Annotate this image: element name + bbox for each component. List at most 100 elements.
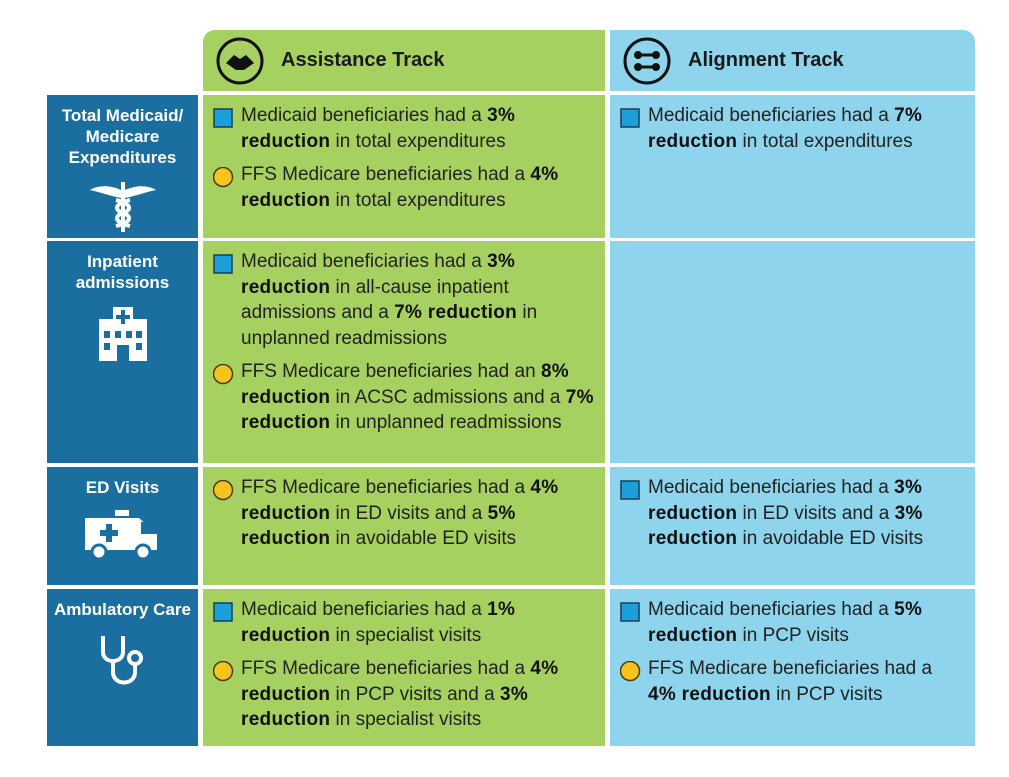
square-marker — [213, 254, 233, 274]
row-label-text: Inpatient admissions — [75, 252, 170, 292]
assistance-cell: Medicaid beneficiaries had a 1% reductio… — [203, 589, 605, 746]
finding-text: Medicaid beneficiaries had a — [648, 477, 895, 498]
circle-marker — [213, 364, 234, 385]
row-label: Inpatient admissions — [47, 241, 198, 463]
finding-text: Medicaid beneficiaries had a — [241, 251, 488, 272]
marker — [213, 602, 233, 622]
marker — [213, 254, 233, 274]
marker — [213, 480, 234, 501]
alignment-cell: Medicaid beneficiaries had a 3% reductio… — [610, 467, 975, 585]
finding: Medicaid beneficiaries had a 5% reductio… — [618, 597, 965, 648]
finding: Medicaid beneficiaries had a 3% reductio… — [211, 103, 595, 154]
finding-highlight: 3% reduction — [241, 105, 516, 152]
finding-text: FFS Medicare beneficiaries had a — [241, 164, 531, 185]
finding-text: in total expenditures — [330, 189, 506, 211]
square-marker — [620, 602, 640, 622]
finding-text: Medicaid beneficiaries had a — [648, 599, 895, 620]
finding-text: in specialist visits — [330, 624, 482, 646]
finding-text: FFS Medicare beneficiaries had a — [241, 477, 531, 498]
square-marker — [620, 108, 640, 128]
finding-highlight: 1% reduction — [241, 599, 516, 646]
finding: FFS Medicare beneficiaries had a 4% redu… — [211, 656, 595, 733]
finding-highlight: 3% reduction — [241, 683, 529, 731]
row-label: ED Visits — [47, 467, 198, 585]
marker — [620, 480, 640, 500]
finding-text: in PCP visits — [770, 683, 883, 705]
square-marker — [213, 602, 233, 622]
finding-text: in total expenditures — [330, 130, 506, 152]
finding-text: in ED visits and a — [737, 502, 895, 524]
finding: FFS Medicare beneficiaries had a 4% redu… — [211, 162, 595, 213]
assistance-title: Assistance Track — [281, 49, 445, 71]
finding-highlight: 3% reduction — [241, 251, 516, 298]
finding-text: Medicaid beneficiaries had a — [241, 599, 488, 620]
finding-text: in total expenditures — [737, 130, 913, 152]
finding-highlight: 7% reduction — [241, 386, 594, 434]
marker — [620, 602, 640, 622]
finding-text: in all-cause inpatient admissions and a — [241, 276, 509, 324]
alignment-title: Alignment Track — [688, 49, 844, 71]
finding-highlight: 5% reduction — [241, 502, 516, 550]
finding-text: in avoidable ED visits — [330, 528, 517, 549]
circle-marker — [620, 661, 641, 682]
assistance-cell: Medicaid beneficiaries had a 3% reductio… — [203, 241, 605, 463]
row-label-text: Ambulatory Care — [54, 600, 191, 619]
alignment-cell — [610, 241, 975, 463]
marker — [620, 108, 640, 128]
handshake-icon — [216, 37, 264, 84]
marker — [213, 167, 234, 188]
finding-highlight: 7% reduction — [394, 302, 518, 323]
finding-highlight: 3% reduction — [648, 502, 923, 550]
finding-highlight: 8% reduction — [241, 361, 569, 408]
finding: Medicaid beneficiaries had a 3% reductio… — [211, 249, 595, 351]
finding-text: Medicaid beneficiaries had a — [241, 105, 488, 126]
square-marker — [213, 108, 233, 128]
row-label: Total Medicaid/ Medicare Expenditures — [47, 95, 198, 238]
finding-highlight: 4% reduction — [241, 477, 559, 524]
finding: FFS Medicare beneficiaries had a 4% redu… — [618, 656, 965, 707]
alignment-icon — [623, 37, 671, 84]
marker — [213, 661, 234, 682]
finding-text: FFS Medicare beneficiaries had a — [648, 658, 933, 679]
assistance-cell: Medicaid beneficiaries had a 3% reductio… — [203, 95, 605, 238]
finding: Medicaid beneficiaries had a 3% reductio… — [618, 475, 965, 552]
finding: Medicaid beneficiaries had a 1% reductio… — [211, 597, 595, 648]
circle-marker — [213, 167, 234, 188]
caduceus-icon — [89, 182, 156, 232]
stethoscope-icon — [100, 636, 143, 685]
finding-highlight: 5% reduction — [648, 599, 923, 646]
finding-text: in ED visits and a — [330, 502, 488, 524]
finding-highlight: 3% reduction — [648, 477, 923, 524]
alignment-cell: Medicaid beneficiaries had a 5% reductio… — [610, 589, 975, 746]
ambulance-icon — [84, 510, 159, 560]
finding-text: FFS Medicare beneficiaries had a — [241, 658, 531, 679]
square-marker — [620, 480, 640, 500]
finding-text: FFS Medicare beneficiaries had an — [241, 361, 541, 382]
assistance-cell: FFS Medicare beneficiaries had a 4% redu… — [203, 467, 605, 585]
finding-text: in avoidable ED visits — [737, 528, 924, 549]
alignment-header: Alignment Track — [610, 30, 975, 91]
hospital-icon — [98, 307, 147, 361]
finding-highlight: 4% reduction — [648, 683, 771, 705]
marker — [213, 364, 234, 385]
finding-text: in unplanned readmissions — [330, 412, 562, 433]
finding: FFS Medicare beneficiaries had an 8% red… — [211, 359, 595, 436]
finding-text: Medicaid beneficiaries had a — [648, 105, 895, 126]
finding-text: in unplanned readmissions — [241, 302, 538, 349]
marker — [620, 661, 641, 682]
finding: Medicaid beneficiaries had a 7% reductio… — [618, 103, 965, 154]
assistance-header: Assistance Track — [203, 30, 605, 91]
finding-text: in ACSC admissions and a — [330, 386, 566, 408]
alignment-cell: Medicaid beneficiaries had a 7% reductio… — [610, 95, 975, 238]
finding-highlight: 4% reduction — [241, 658, 559, 705]
finding-highlight: 7% reduction — [648, 105, 923, 152]
finding-text: in specialist visits — [330, 709, 482, 730]
circle-marker — [213, 480, 234, 501]
finding-text: in PCP visits and a — [330, 683, 500, 705]
finding-highlight: 4% reduction — [241, 164, 559, 211]
marker — [213, 108, 233, 128]
finding-text: in PCP visits — [737, 624, 849, 646]
circle-marker — [213, 661, 234, 682]
row-label-text: ED Visits — [85, 478, 160, 497]
